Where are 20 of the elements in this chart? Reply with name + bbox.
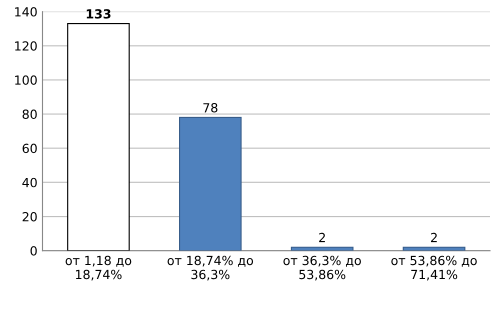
y-tick-label: 100 — [15, 75, 37, 85]
x-tick-label: от 36,3% до 53,86% — [283, 256, 361, 280]
data-label: 2 — [319, 232, 325, 242]
bar — [178, 116, 242, 251]
y-tick-label: 60 — [22, 144, 37, 154]
y-tick-label: 120 — [15, 41, 37, 51]
y-tick-label: 80 — [22, 110, 37, 119]
bar — [290, 246, 354, 251]
y-tick-label: 0 — [30, 246, 37, 256]
y-tick-label: 40 — [22, 178, 37, 188]
data-label: 133 — [86, 9, 110, 19]
bar — [402, 246, 466, 251]
x-tick-label: от 53,86% до 71,41% — [391, 256, 477, 280]
bar — [67, 23, 130, 251]
y-tick-label: 140 — [15, 7, 37, 17]
data-label: 78 — [203, 103, 218, 112]
data-label: 2 — [431, 232, 437, 242]
x-tick-label: от 1,18 до 18,74% — [66, 256, 132, 280]
y-tick-label: 20 — [22, 212, 37, 222]
x-tick-label: от 18,74% до 36,3% — [168, 256, 254, 280]
